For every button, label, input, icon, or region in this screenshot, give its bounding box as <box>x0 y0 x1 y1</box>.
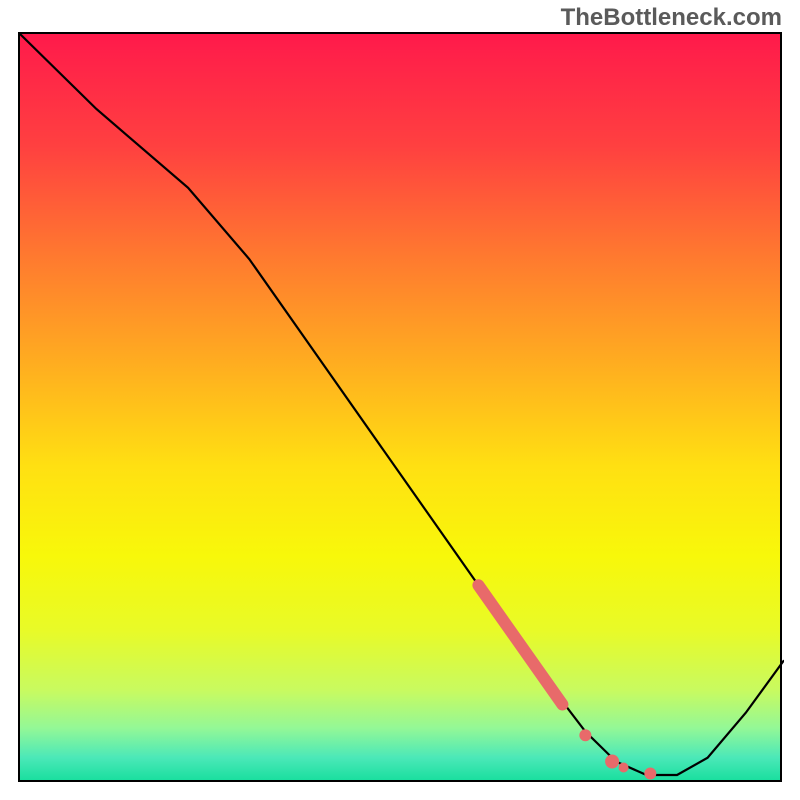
watermark-text: TheBottleneck.com <box>561 4 782 32</box>
plot-area <box>18 32 782 782</box>
highlight-dot <box>579 729 591 741</box>
highlight-dot <box>605 755 619 769</box>
bottleneck-curve <box>20 34 784 775</box>
curve-layer <box>20 34 784 784</box>
highlight-dot <box>644 768 656 780</box>
chart-container: TheBottleneck.com <box>0 0 800 800</box>
highlight-dot <box>619 763 629 773</box>
highlight-segment <box>478 585 562 704</box>
